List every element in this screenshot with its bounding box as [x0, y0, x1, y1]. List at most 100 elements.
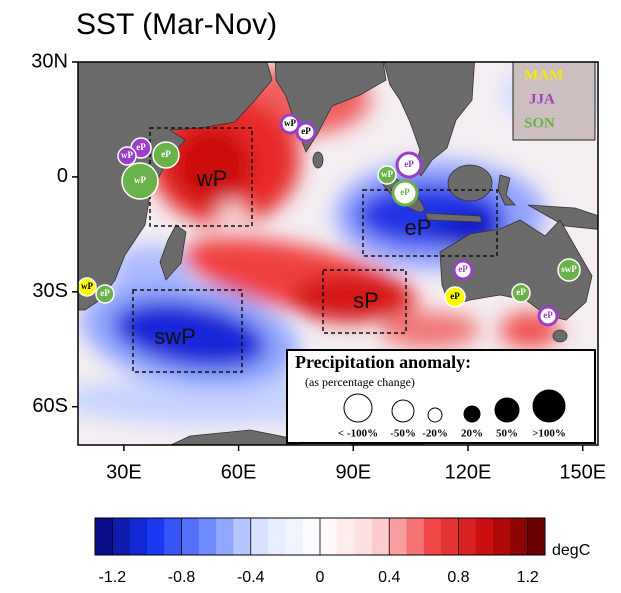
lat-tick-label: 0: [57, 165, 68, 187]
precip-symbol: [463, 405, 481, 423]
colorbar-bin: [95, 518, 113, 555]
precip-symbols: < -100% -50% -20% 20% 50% >100%: [338, 389, 566, 440]
marker-label: eP: [516, 287, 526, 297]
colorbar-tick-label: 0.4: [378, 569, 400, 586]
marker: [395, 151, 423, 179]
lon-tick-label: 150E: [559, 461, 606, 483]
marker-label: eP: [136, 142, 146, 152]
colorbar-bin: [458, 518, 477, 555]
lon-tick-label: 120E: [445, 461, 492, 483]
colorbar-bin: [233, 518, 252, 555]
colorbar-bin: [354, 518, 373, 555]
marker: [537, 305, 559, 327]
precip-symbol: [343, 393, 373, 423]
region-label: swP: [154, 324, 196, 349]
marker-label: eP: [301, 126, 311, 136]
marker-label: eP: [543, 310, 553, 320]
marker-label: eP: [400, 187, 410, 197]
precip-subtitle: (as percentage change): [305, 375, 415, 389]
marker: [152, 141, 180, 169]
region-label: eP: [405, 215, 432, 240]
colorbar-bin: [389, 518, 408, 555]
colorbar-bin: [181, 518, 200, 555]
precip-symbol: [532, 389, 566, 423]
precip-label: 20%: [461, 428, 483, 440]
marker-label: wP: [284, 118, 296, 128]
marker-label: swP: [561, 264, 577, 274]
marker: [117, 146, 137, 166]
marker: [295, 121, 317, 143]
plot-frame: [77, 61, 599, 446]
lat-tick-label: 30S: [32, 280, 68, 302]
precip-symbol: [494, 397, 520, 423]
colorbar-bin: [493, 518, 511, 555]
colorbar-bin: [285, 518, 304, 555]
marker: [121, 162, 159, 200]
marker-label: wP: [134, 175, 146, 185]
colorbar-bin: [337, 518, 356, 555]
colorbar-tick-label: -0.8: [168, 569, 196, 586]
marker-label: eP: [161, 149, 171, 159]
colorbar-bin: [475, 518, 494, 555]
season-son: SON: [524, 115, 555, 131]
marker-label: wP: [121, 150, 133, 160]
colorbar-bin: [250, 518, 269, 555]
lon-tick-label: 30E: [106, 461, 142, 483]
marker: [557, 258, 581, 282]
season-legend: MAM JJA SON: [512, 62, 596, 141]
precip-label: >100%: [532, 428, 566, 440]
colorbar-tick-label: 0.8: [447, 569, 469, 586]
precip-title: Precipitation anomaly:: [295, 352, 471, 372]
precip-label: < -100%: [338, 428, 378, 440]
marker: [95, 284, 115, 304]
colorbar-bin: [216, 518, 234, 555]
season-legend-box: [512, 62, 596, 141]
precip-label: -20%: [422, 428, 448, 440]
marker-label: eP: [450, 291, 460, 301]
colorbar: -1.2 -0.8 -0.4 0 0.4 0.8 1.2 degC: [94, 517, 590, 586]
colorbar-bin: [198, 518, 217, 555]
colorbar-bin: [164, 518, 183, 555]
precip-symbol: [391, 399, 415, 423]
region-box: [322, 269, 407, 334]
colorbar-bin: [406, 518, 425, 555]
colorbar-bin: [527, 518, 546, 555]
colorbar-bin: [510, 518, 529, 555]
marker-label: eP: [458, 264, 468, 274]
colorbar-bin: [268, 518, 286, 555]
marker-label: wP: [81, 281, 93, 291]
colorbar-tick-label: -1.2: [99, 569, 127, 586]
marker: [279, 113, 301, 135]
lon-tick-label: 60E: [221, 461, 257, 483]
colorbar-bin: [423, 518, 442, 555]
marker-label: wP: [381, 169, 393, 179]
lat-tick-label: 30N: [31, 50, 68, 72]
marker-label: eP: [100, 288, 110, 298]
marker: [391, 179, 419, 207]
region-label: wP: [196, 166, 228, 191]
colorbar-bin: [320, 518, 338, 555]
axes: 30N 0 30S 60S 30E 60E 90E 120E 150E: [31, 50, 606, 483]
marker: [78, 277, 97, 297]
colorbar-tick-label: 1.2: [517, 569, 539, 586]
colorbar-tick-label: -0.4: [237, 569, 265, 586]
colorbar-tick-label: 0: [316, 569, 325, 586]
region-label: sP: [353, 288, 379, 313]
colorbar-bin: [441, 518, 459, 555]
title: SST (Mar-Nov): [76, 8, 277, 41]
precip-symbol: [427, 407, 443, 423]
precip-legend: Precipitation anomaly: (as percentage ch…: [286, 349, 596, 444]
season-jja: JJA: [529, 91, 555, 107]
precip-label: 50%: [496, 428, 518, 440]
season-mam: MAM: [524, 67, 563, 83]
marker: [452, 259, 474, 281]
region-box: [362, 189, 498, 257]
lat-tick-label: 60S: [32, 395, 68, 417]
colorbar-bin: [112, 518, 131, 555]
marker-label: eP: [404, 159, 414, 169]
colorbar-bin: [371, 518, 390, 555]
lon-tick-label: 90E: [335, 461, 371, 483]
